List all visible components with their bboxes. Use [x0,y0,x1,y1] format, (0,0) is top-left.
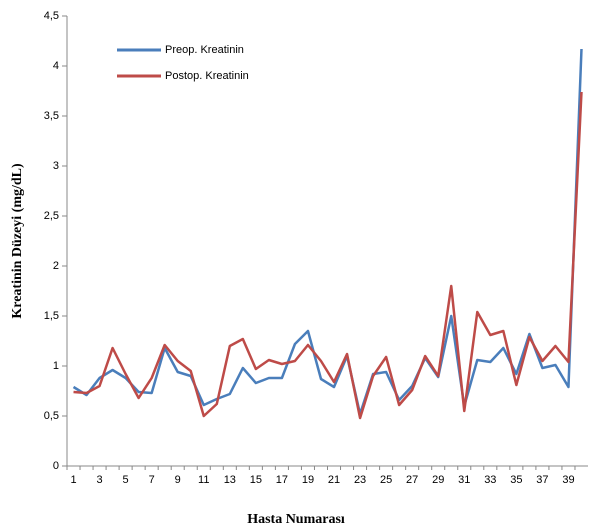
x-tick-label: 17 [276,474,288,486]
y-tick-label: 2 [53,260,59,272]
x-tick-label: 25 [380,474,392,486]
y-axis-title: Kreatinin Düzeyi (mg/dL) [10,163,25,319]
x-tick-label: 11 [198,474,209,486]
x-tick-label: 23 [354,474,366,486]
y-tick-label: 1,5 [44,310,59,322]
series-line [73,91,583,420]
y-tick-label: 3,5 [44,110,59,122]
legend-label: Preop. Kreatinin [165,44,244,56]
x-tick-label: 13 [224,474,236,486]
x-tick-label: 3 [97,474,103,486]
x-tick-label: 39 [562,474,574,486]
y-tick-label: 4 [53,60,59,72]
x-tick-label: 7 [149,474,155,486]
x-tick-label: 33 [484,474,496,486]
y-tick-label: 2,5 [44,210,59,222]
y-tick-label: 3 [53,160,59,172]
y-tick-label: 1 [53,360,59,372]
x-tick-label: 5 [123,474,129,486]
x-tick-label: 15 [250,474,262,486]
y-tick-label: 4,5 [44,10,59,22]
x-tick-label: 9 [175,474,181,486]
y-tick-label: 0,5 [44,410,59,422]
legend-label: Postop. Kreatinin [165,70,249,82]
x-axis-title: Hasta Numarası [247,512,345,527]
x-tick-label: 19 [302,474,314,486]
y-tick-label: 0 [53,460,59,472]
x-tick-label: 37 [536,474,548,486]
x-tick-label: 35 [510,474,522,486]
x-tick-label: 1 [70,474,76,486]
series-line [72,48,583,416]
x-tick-label: 31 [458,474,470,486]
x-tick-label: 29 [432,474,444,486]
x-tick-label: 21 [328,474,340,486]
x-tick-label: 27 [406,474,418,486]
